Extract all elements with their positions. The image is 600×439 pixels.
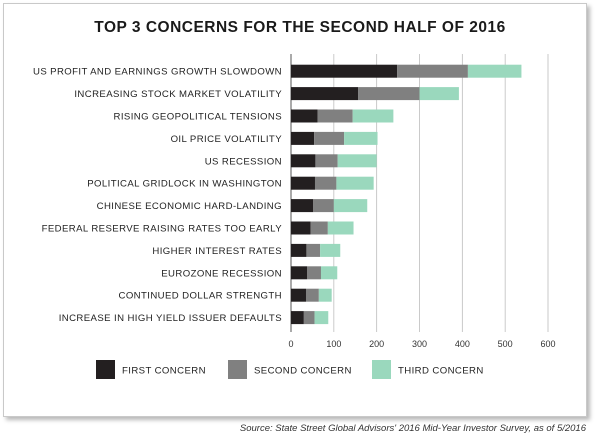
legend-label: THIRD CONCERN <box>398 366 484 377</box>
bar-segment-1 <box>291 64 398 78</box>
chart-title: TOP 3 CONCERNS FOR THE SECOND HALF OF 20… <box>94 19 505 36</box>
category-labels: US PROFIT AND EARNINGS GROWTH SLOWDOWN IN… <box>33 67 282 324</box>
bar-segment-3 <box>419 87 459 101</box>
bar-segment-2 <box>314 131 345 145</box>
bar-segment-3 <box>467 64 522 78</box>
bar-segment-2 <box>358 87 420 101</box>
category-label: FEDERAL RESERVE RAISING RATES TOO EARLY <box>42 224 283 235</box>
bar-segment-3 <box>344 131 378 145</box>
category-label: CONTINUED DOLLAR STRENGTH <box>118 291 282 302</box>
bar-segment-3 <box>333 199 368 213</box>
bar-segment-1 <box>291 311 304 325</box>
bar-segment-3 <box>337 154 377 168</box>
bar-segment-3 <box>336 176 374 190</box>
bar-segment-1 <box>291 154 316 168</box>
bar-segment-2 <box>310 221 328 235</box>
x-tick-label: 600 <box>540 339 555 349</box>
chart: TOP 3 CONCERNS FOR THE SECOND HALF OF 20… <box>33 19 556 379</box>
category-label: POLITICAL GRIDLOCK IN WASHINGTON <box>87 179 282 190</box>
category-label: US RECESSION <box>205 156 282 167</box>
category-label: INCREASING STOCK MARKET VOLATILITY <box>74 89 282 100</box>
bars <box>291 64 522 325</box>
bar-segment-2 <box>317 109 353 123</box>
bar-segment-2 <box>313 199 334 213</box>
category-label: HIGHER INTEREST RATES <box>152 246 282 257</box>
legend-label: SECOND CONCERN <box>254 366 352 377</box>
bar-segment-3 <box>352 109 394 123</box>
bar-segment-1 <box>291 199 314 213</box>
bar-segment-3 <box>320 266 338 280</box>
category-label: OIL PRICE VOLATILITY <box>171 134 283 145</box>
category-label: US PROFIT AND EARNINGS GROWTH SLOWDOWN <box>33 67 282 78</box>
bar-segment-2 <box>306 243 321 257</box>
x-tick-label: 200 <box>369 339 384 349</box>
bar-segment-3 <box>318 288 332 302</box>
bar-segment-2 <box>307 266 321 280</box>
bar-segment-3 <box>327 221 354 235</box>
x-axis-ticks: 0 100 200 300 400 500 600 <box>288 339 555 349</box>
source-note: Source: State Street Global Advisors' 20… <box>239 423 586 434</box>
x-tick-label: 400 <box>455 339 470 349</box>
bar-segment-1 <box>291 87 359 101</box>
bar-segment-3 <box>314 311 329 325</box>
chart-card: TOP 3 CONCERNS FOR THE SECOND HALF OF 20… <box>3 3 587 417</box>
legend-swatch <box>372 360 391 379</box>
bar-segment-2 <box>314 176 337 190</box>
bar-segment-2 <box>305 288 319 302</box>
bar-segment-2 <box>303 311 315 325</box>
category-label: RISING GEOPOLITICAL TENSIONS <box>114 112 282 123</box>
bar-segment-2 <box>397 64 468 78</box>
bar-segment-1 <box>291 288 306 302</box>
bar-segment-1 <box>291 131 315 145</box>
legend-swatch <box>96 360 115 379</box>
x-tick-label: 500 <box>498 339 513 349</box>
x-tick-label: 100 <box>326 339 341 349</box>
gridlines <box>290 54 549 332</box>
bar-segment-1 <box>291 243 307 257</box>
legend: FIRST CONCERN SECOND CONCERN THIRD CONCERN <box>96 360 484 379</box>
legend-swatch <box>228 360 247 379</box>
bar-segment-1 <box>291 221 311 235</box>
category-label: EUROZONE RECESSION <box>161 268 282 279</box>
x-tick-label: 0 <box>288 339 293 349</box>
bar-segment-1 <box>291 266 308 280</box>
bar-segment-1 <box>291 109 318 123</box>
legend-label: FIRST CONCERN <box>122 366 206 377</box>
category-label: CHINESE ECONOMIC HARD-LANDING <box>97 201 282 212</box>
x-tick-label: 300 <box>412 339 427 349</box>
bar-segment-2 <box>315 154 338 168</box>
bar-segment-1 <box>291 176 315 190</box>
category-label: INCREASE IN HIGH YIELD ISSUER DEFAULTS <box>59 313 282 324</box>
bar-segment-3 <box>320 243 341 257</box>
